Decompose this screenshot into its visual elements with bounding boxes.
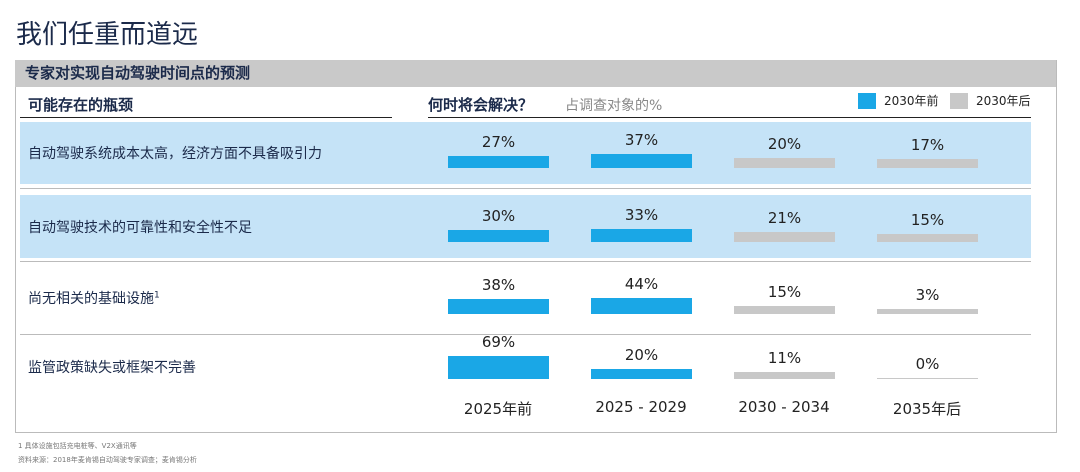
legend-label: 2030年前 <box>884 94 939 108</box>
bar <box>877 233 978 242</box>
table-row <box>20 195 1031 258</box>
bar <box>448 299 549 314</box>
footnote-marker: 1 <box>154 289 160 300</box>
category-label: 2025年前 <box>463 400 533 418</box>
bar <box>877 378 978 379</box>
data-label: 33% <box>624 205 659 224</box>
category-label: 2030 - 2034 <box>738 398 830 416</box>
bottleneck-text: 监管政策缺失或框架不完善 <box>28 359 196 376</box>
row-divider <box>20 188 1031 189</box>
section-header: 专家对实现自动驾驶时间点的预测 <box>15 60 1056 87</box>
bottleneck-text: 自动驾驶系统成本太高，经济方面不具备吸引力 <box>28 146 322 162</box>
legend-swatch <box>858 92 876 109</box>
bar <box>734 371 835 379</box>
bottleneck-text: 尚无相关的基础设施 <box>28 290 154 307</box>
legend-after: 2030年后 <box>950 92 1031 109</box>
category-label: 2035年后 <box>892 400 962 418</box>
bar <box>448 156 549 168</box>
data-label: 17% <box>910 136 945 155</box>
data-label: 69% <box>481 332 516 351</box>
row-divider <box>20 261 1031 262</box>
footnote: 1 具体设施包括充电桩等、V2X通讯等 <box>18 442 137 450</box>
data-label: 0% <box>915 355 940 373</box>
data-label: 38% <box>481 276 516 295</box>
row-divider <box>20 334 1031 335</box>
data-label: 44% <box>624 274 659 293</box>
table-row <box>20 122 1031 184</box>
content-frame <box>15 60 1057 433</box>
bar <box>734 232 835 242</box>
data-label: 11% <box>767 348 802 367</box>
data-label: 20% <box>767 135 802 154</box>
bar <box>734 305 835 314</box>
bottleneck-label: 尚无相关的基础设施1 <box>28 288 160 308</box>
bar <box>877 159 978 168</box>
bottleneck-text: 自动驾驶技术的可靠性和安全性不足 <box>28 219 252 236</box>
bottleneck-label: 自动驾驶系统成本太高，经济方面不具备吸引力 <box>28 143 322 163</box>
data-label: 3% <box>915 286 940 305</box>
bar <box>591 369 692 379</box>
bar <box>448 229 549 242</box>
resolve-header: 何时将会解决？ <box>428 96 534 114</box>
bottleneck-header: 可能存在的瓶颈 <box>28 96 134 114</box>
resolve-subheader: 占调查对象的% <box>565 98 663 114</box>
bar <box>591 228 692 242</box>
data-label: 15% <box>910 210 945 229</box>
header-rule-left <box>20 117 392 118</box>
legend-label: 2030年后 <box>976 94 1031 108</box>
data-label: 20% <box>624 346 659 365</box>
category-label: 2025 - 2029 <box>595 398 687 416</box>
header-rule-right <box>428 117 1031 118</box>
source-note: 资料来源：2018年麦肯锡自动驾驶专家调查；麦肯锡分析 <box>18 456 197 464</box>
data-label: 15% <box>767 282 802 301</box>
data-label: 37% <box>624 130 659 149</box>
bar <box>448 355 549 379</box>
bar <box>591 153 692 168</box>
data-label: 27% <box>481 133 516 152</box>
slide-title: 我们任重而道远 <box>16 20 199 50</box>
bottleneck-label: 自动驾驶技术的可靠性和安全性不足 <box>28 217 252 237</box>
bar <box>877 309 978 314</box>
bar <box>734 158 835 168</box>
data-label: 21% <box>767 209 802 228</box>
legend-swatch <box>950 92 968 109</box>
bar <box>591 297 692 314</box>
legend-before: 2030年前 <box>858 92 939 109</box>
data-label: 30% <box>481 206 516 225</box>
bottleneck-label: 监管政策缺失或框架不完善 <box>28 357 196 377</box>
